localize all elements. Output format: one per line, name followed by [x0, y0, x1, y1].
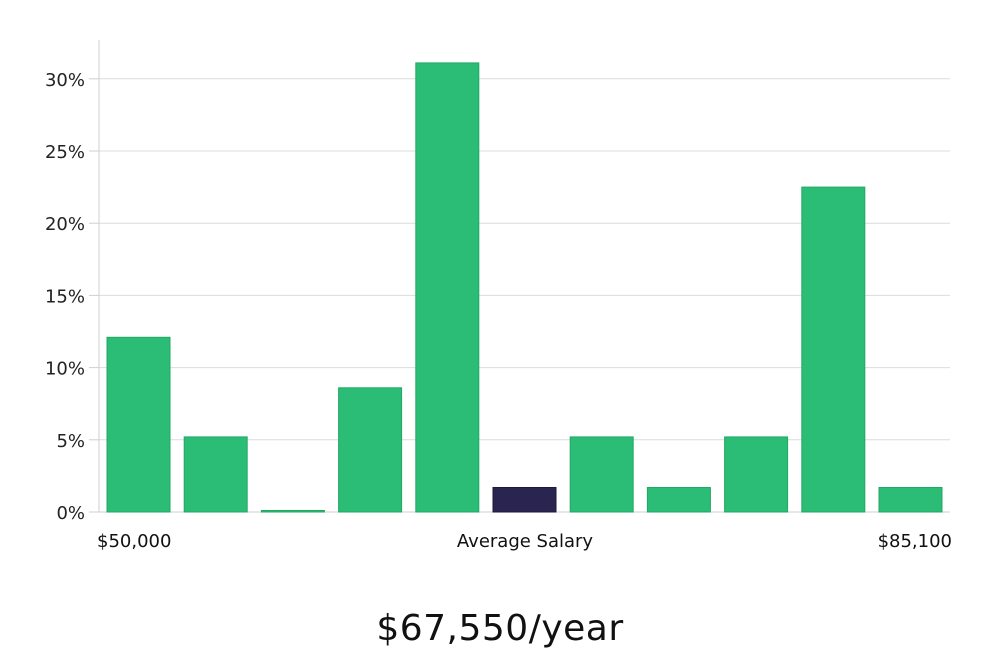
- bar: [646, 487, 711, 513]
- y-tick-label: 10%: [45, 359, 85, 380]
- bar: [338, 387, 403, 513]
- bar: [106, 336, 171, 513]
- y-tick-label: 5%: [56, 431, 85, 452]
- bar: [260, 510, 325, 513]
- y-tick-label: 25%: [45, 142, 85, 163]
- bar-highlight-average: [492, 487, 557, 513]
- y-tick-label: 0%: [56, 503, 85, 524]
- x-max-label: $85,100: [878, 531, 952, 552]
- bar: [569, 436, 634, 513]
- bars: [106, 62, 943, 513]
- x-min-label: $50,000: [97, 531, 171, 552]
- bar: [878, 487, 943, 513]
- y-axis-ticks: 0% 5% 10% 15% 20% 25% 30%: [45, 70, 99, 524]
- x-axis-title: Average Salary: [457, 531, 594, 552]
- bar: [724, 436, 789, 513]
- salary-histogram: 0% 5% 10% 15% 20% 25% 30% $50,000 Average Sala…: [45, 40, 952, 552]
- y-tick-label: 15%: [45, 286, 85, 307]
- bar: [183, 436, 248, 513]
- bar: [801, 186, 866, 513]
- y-tick-label: 30%: [45, 70, 85, 91]
- bar: [415, 62, 480, 513]
- average-salary-value: $67,550/year: [376, 608, 624, 649]
- y-tick-label: 20%: [45, 214, 85, 235]
